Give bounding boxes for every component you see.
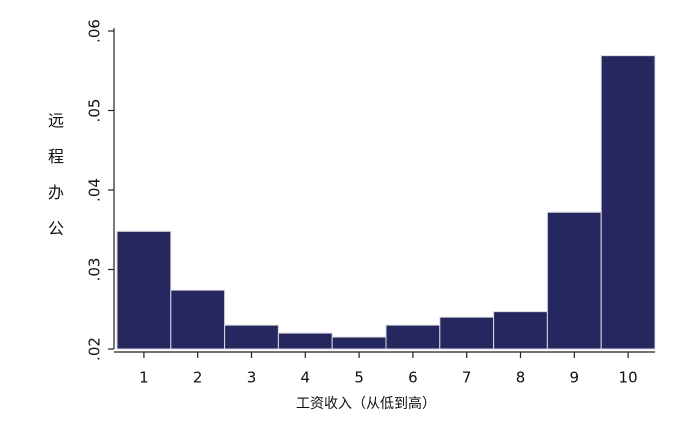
bar bbox=[493, 311, 548, 350]
y-tick-label: .05 bbox=[86, 99, 104, 123]
bar bbox=[600, 55, 656, 350]
y-axis-label: 远程办公 bbox=[45, 112, 64, 256]
x-tick-label: 2 bbox=[193, 369, 203, 387]
x-tick-label: 8 bbox=[516, 369, 526, 387]
x-tick-label: 9 bbox=[570, 369, 580, 387]
bar bbox=[116, 230, 172, 350]
x-tick-label: 7 bbox=[462, 369, 472, 387]
bar bbox=[224, 324, 279, 350]
x-tick-label: 5 bbox=[354, 369, 364, 387]
bar bbox=[170, 289, 226, 350]
x-tick-label: 3 bbox=[247, 369, 257, 387]
bar bbox=[277, 332, 333, 350]
y-tick-label: .06 bbox=[86, 19, 104, 43]
y-tick-label: .02 bbox=[86, 337, 104, 361]
bar bbox=[546, 211, 602, 350]
bar bbox=[385, 324, 441, 350]
x-tick-label: 1 bbox=[139, 369, 149, 387]
x-tick-label: 4 bbox=[301, 369, 311, 387]
x-tick-label: 6 bbox=[408, 369, 418, 387]
y-tick-label: .03 bbox=[86, 258, 104, 282]
x-axis-label: 工资收入（从低到高） bbox=[296, 395, 436, 412]
x-tick-label: 10 bbox=[619, 369, 638, 387]
bar bbox=[439, 316, 495, 350]
y-tick-label: .04 bbox=[86, 178, 104, 202]
bar bbox=[331, 336, 387, 350]
